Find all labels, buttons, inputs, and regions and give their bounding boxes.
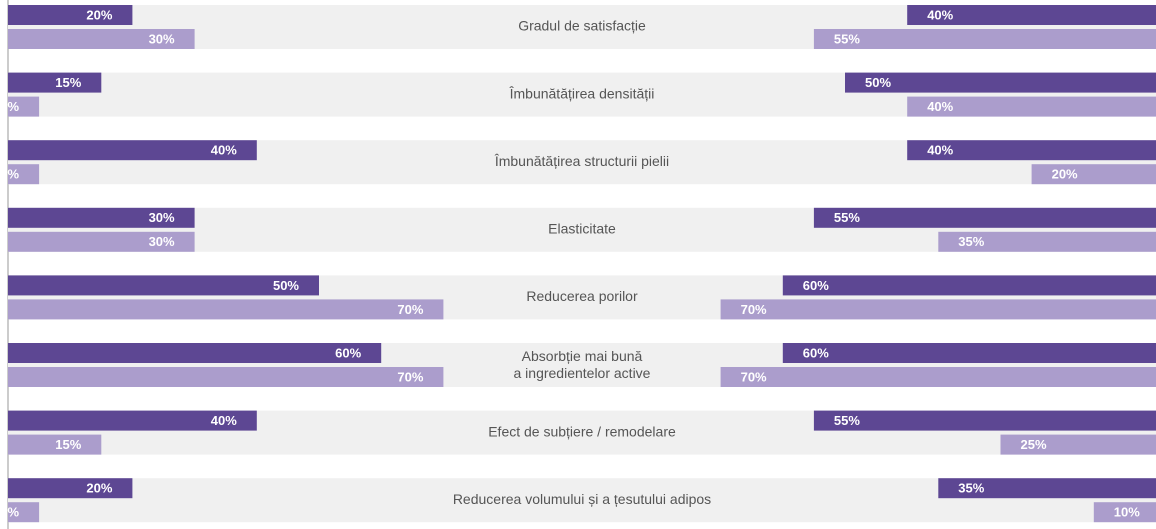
- bar: [8, 29, 195, 49]
- value-label: 20%: [86, 481, 112, 496]
- value-label: 35%: [958, 481, 984, 496]
- value-label: 70%: [397, 302, 423, 317]
- value-label: 70%: [741, 369, 767, 384]
- bar: [1031, 164, 1156, 185]
- bar: [8, 72, 102, 93]
- value-label: 30%: [149, 31, 175, 46]
- category-label: Absorbție mai bună a ingredientelor activ…: [514, 348, 651, 381]
- bar: [8, 231, 195, 252]
- value-label: 20%: [1052, 167, 1078, 182]
- value-label: 60%: [335, 345, 361, 360]
- value-label: 40%: [211, 413, 237, 428]
- value-label: 40%: [927, 143, 953, 158]
- bar: [8, 275, 319, 296]
- bar: [782, 343, 1156, 363]
- value-label: 5%: [0, 505, 19, 520]
- bar: [8, 207, 195, 228]
- value-label: 25%: [1021, 437, 1047, 452]
- bar: [907, 140, 1156, 161]
- value-label: 55%: [834, 210, 860, 225]
- bar: [907, 5, 1156, 25]
- bar: [8, 164, 40, 185]
- category-label: Elasticitate: [548, 221, 616, 237]
- bar: [1093, 502, 1156, 523]
- category-label: Reducerea volumului și a țesutului adipo…: [453, 491, 711, 507]
- bar: [8, 434, 102, 455]
- category-label: Efect de subțiere / remodelare: [488, 423, 676, 439]
- bar: [813, 410, 1156, 431]
- value-label: 15%: [55, 75, 81, 90]
- bar: [8, 410, 257, 431]
- category-label: Îmbunătățirea structurii pielii: [494, 153, 669, 169]
- value-label: 10%: [1114, 505, 1140, 520]
- value-label: 5%: [0, 167, 19, 182]
- value-label: 30%: [149, 234, 175, 249]
- bar: [8, 96, 40, 117]
- bar: [782, 275, 1156, 296]
- bar: [1000, 434, 1156, 455]
- value-label: 40%: [211, 143, 237, 158]
- value-label: 50%: [865, 75, 891, 90]
- value-label: 50%: [273, 278, 299, 293]
- value-label: 40%: [927, 7, 953, 22]
- category-label-line: a ingredientelor active: [514, 365, 651, 381]
- bar: [8, 367, 444, 387]
- bar: [845, 72, 1156, 93]
- bar: [938, 231, 1156, 252]
- value-label: 30%: [149, 210, 175, 225]
- bar: [8, 478, 133, 499]
- bar: [8, 5, 133, 25]
- value-label: 60%: [803, 278, 829, 293]
- value-label: 15%: [55, 437, 81, 452]
- bar: [8, 502, 40, 523]
- category-label: Îmbunătățirea densității: [509, 85, 655, 101]
- bar: [907, 96, 1156, 117]
- value-label: 60%: [803, 345, 829, 360]
- bar: [938, 478, 1156, 499]
- value-label: 70%: [741, 302, 767, 317]
- bar: [8, 299, 444, 320]
- category-label: Gradul de satisfacție: [518, 18, 646, 34]
- value-label: 55%: [834, 31, 860, 46]
- bar: [813, 29, 1156, 49]
- value-label: 55%: [834, 413, 860, 428]
- value-label: 20%: [86, 7, 112, 22]
- value-label: 40%: [927, 99, 953, 114]
- bar: [8, 140, 257, 161]
- category-label-line: Absorbție mai bună: [522, 348, 643, 364]
- value-label: 5%: [0, 99, 19, 114]
- bar: [720, 299, 1156, 320]
- bar: [8, 343, 382, 363]
- bar: [813, 207, 1156, 228]
- bar: [720, 367, 1156, 387]
- value-label: 70%: [397, 369, 423, 384]
- value-label: 35%: [958, 234, 984, 249]
- category-label: Reducerea porilor: [526, 288, 638, 304]
